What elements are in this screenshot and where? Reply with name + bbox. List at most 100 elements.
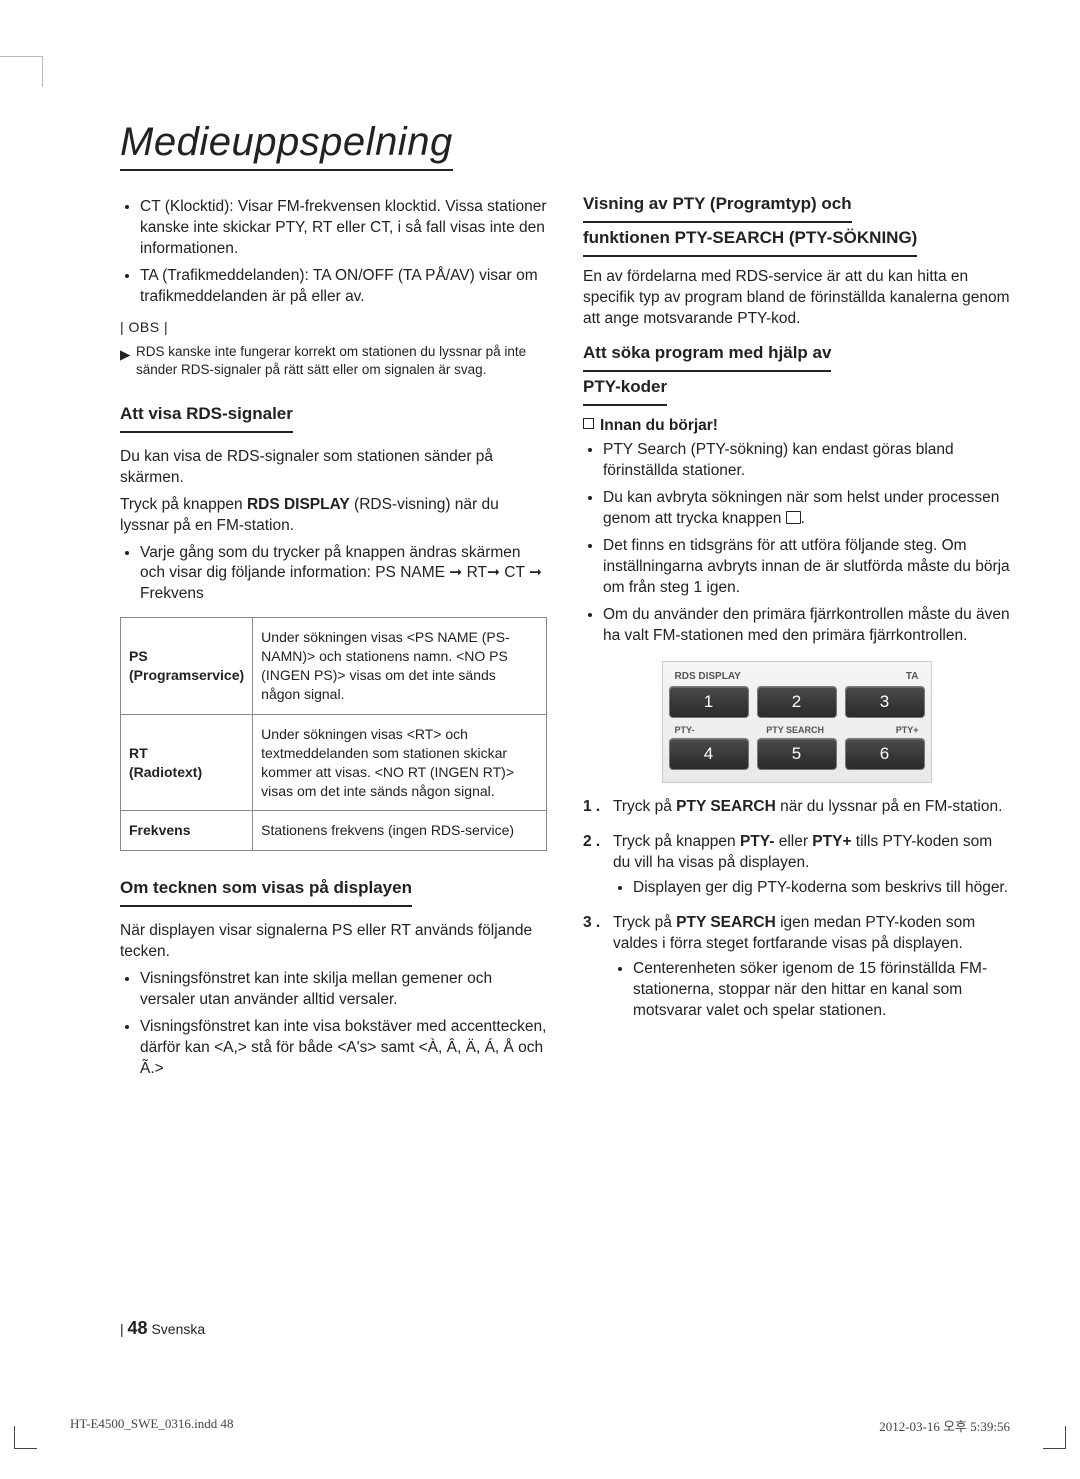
text: Tryck på: [613, 798, 676, 815]
left-column: CT (Klocktid): Visar FM-frekvensen klock…: [120, 193, 547, 1090]
bullet-item: TA (Trafikmeddelanden): TA ON/OFF (TA PÅ…: [140, 266, 547, 308]
remote-button: 1: [669, 686, 749, 718]
remote-label: PTY-: [675, 724, 695, 736]
key-l1: PS: [129, 648, 148, 664]
crop-mark-icon: [14, 1426, 37, 1449]
print-metadata: HT-E4500_SWE_0316.indd 48 2012-03-16 오후 …: [70, 1416, 1010, 1435]
remote-label: PTY SEARCH: [766, 724, 824, 736]
table-val: Under sökningen visas <RT> och textmedde…: [253, 714, 547, 811]
table-val: Stationens frekvens (ingen RDS-service): [253, 811, 547, 851]
step-item: 2 . Tryck på knappen PTY- eller PTY+ til…: [583, 832, 1010, 899]
square-icon: [583, 418, 594, 429]
manual-page: Medieuppspelning CT (Klocktid): Visar FM…: [0, 0, 1080, 1479]
bullet-item: Om du använder den primära fjärrkontroll…: [603, 605, 1010, 647]
remote-mid-labels: PTY- PTY SEARCH PTY+: [669, 722, 925, 738]
paragraph: När displayen visar signalerna PS eller …: [120, 921, 547, 963]
columns: CT (Klocktid): Visar FM-frekvensen klock…: [120, 193, 1010, 1090]
table-key: Frekvens: [121, 811, 253, 851]
table-row: Frekvens Stationens frekvens (ingen RDS-…: [121, 811, 547, 851]
note-text: ▶ RDS kanske inte fungerar korrekt om st…: [120, 343, 547, 379]
remote-row: 4 5 6: [669, 738, 925, 770]
paragraph: Du kan visa de RDS-signaler som statione…: [120, 447, 547, 489]
text: när du lyssnar på en FM-station.: [776, 798, 1003, 815]
bullet-item: Det finns en tidsgräns för att utföra fö…: [603, 536, 1010, 599]
key-l1: RT: [129, 745, 148, 761]
table-key: RT (Radiotext): [121, 714, 253, 811]
note-label: | OBS |: [120, 318, 547, 337]
top-bullets: CT (Klocktid): Visar FM-frekvensen klock…: [120, 197, 547, 308]
bullet-item: Displayen ger dig PTY-koderna som beskri…: [633, 878, 1010, 899]
remote-top-labels: RDS DISPLAY TA: [669, 670, 925, 687]
bullet-item: PTY Search (PTY-sökning) kan endast göra…: [603, 440, 1010, 482]
remote-label: TA: [906, 670, 919, 684]
step-item: 3 . Tryck på PTY SEARCH igen medan PTY-k…: [583, 913, 1010, 1022]
heading-line: funktionen PTY-SEARCH (PTY-SÖKNING): [583, 227, 917, 257]
sub-heading-text: Innan du börjar!: [600, 417, 718, 434]
bullet-item: Centerenheten söker igenom de 15 förinst…: [633, 959, 1010, 1022]
step-item: 1 . Tryck på PTY SEARCH när du lyssnar p…: [583, 797, 1010, 818]
stacked-heading: Att söka program med hjälp av PTY-koder: [583, 342, 1010, 410]
remote-button: 5: [757, 738, 837, 770]
footer-language: Svenska: [151, 1321, 205, 1337]
page-title: Medieuppspelning: [120, 120, 453, 164]
bullet-item: Varje gång som du trycker på knappen änd…: [140, 543, 547, 606]
rds-table: PS (Programservice) Under sökningen visa…: [120, 617, 547, 851]
bullet-item: Visningsfönstret kan inte skilja mellan …: [140, 969, 547, 1011]
stop-icon: [786, 511, 801, 524]
text: Tryck på: [613, 914, 676, 931]
remote-label: RDS DISPLAY: [675, 670, 741, 684]
heading-line: PTY-koder: [583, 376, 667, 406]
remote-button: 2: [757, 686, 837, 718]
table-row: RT (Radiotext) Under sökningen visas <RT…: [121, 714, 547, 811]
step-number: 3 .: [583, 913, 600, 934]
title-block: Medieuppspelning: [120, 120, 453, 171]
remote-label: PTY+: [896, 724, 919, 736]
table-val: Under sökningen visas <PS NAME (PS-NAMN)…: [253, 618, 547, 715]
heading-line: Att söka program med hjälp av: [583, 342, 831, 372]
sub-heading: Innan du börjar!: [583, 416, 1010, 437]
remote-button: 6: [845, 738, 925, 770]
section-heading: Att visa RDS-signaler: [120, 403, 293, 433]
bold-text: RDS DISPLAY: [247, 496, 350, 513]
print-date: 2012-03-16 오후 5:39:56: [879, 1416, 1010, 1435]
page-number: 48: [128, 1318, 148, 1338]
paragraph: Tryck på knappen RDS DISPLAY (RDS-visnin…: [120, 495, 547, 537]
remote-button: 3: [845, 686, 925, 718]
section-heading: Om tecknen som visas på displayen: [120, 877, 412, 907]
bullet-item: Du kan avbryta sökningen när som helst u…: [603, 488, 1010, 530]
bold-text: PTY-: [740, 833, 774, 850]
arrow-bullet: Varje gång som du trycker på knappen änd…: [120, 543, 547, 606]
step-number: 1 .: [583, 797, 600, 818]
step-number: 2 .: [583, 832, 600, 853]
text: Tryck på knappen: [120, 496, 247, 513]
bullet-item: CT (Klocktid): Visar FM-frekvensen klock…: [140, 197, 547, 260]
note-body: RDS kanske inte fungerar korrekt om stat…: [136, 344, 526, 377]
steps-list: 1 . Tryck på PTY SEARCH när du lyssnar p…: [583, 797, 1010, 1021]
heading-line: Visning av PTY (Programtyp) och: [583, 193, 852, 223]
print-file: HT-E4500_SWE_0316.indd 48: [70, 1416, 233, 1435]
right-bullets: PTY Search (PTY-sökning) kan endast göra…: [583, 440, 1010, 646]
key-l2: (Radiotext): [129, 764, 202, 780]
text: Tryck på knappen: [613, 833, 740, 850]
triangle-icon: ▶: [120, 346, 130, 364]
sub-bullets: Centerenheten söker igenom de 15 förinst…: [613, 959, 1010, 1022]
bullet-item: Visningsfönstret kan inte visa bokstäver…: [140, 1017, 547, 1080]
sub-bullets: Displayen ger dig PTY-koderna som beskri…: [613, 878, 1010, 899]
bold-text: PTY SEARCH: [676, 798, 776, 815]
paragraph: En av fördelarna med RDS-service är att …: [583, 267, 1010, 330]
remote-button: 4: [669, 738, 749, 770]
crop-mark-icon: [1043, 1426, 1066, 1449]
table-row: PS (Programservice) Under sökningen visa…: [121, 618, 547, 715]
text: eller: [774, 833, 812, 850]
right-column: Visning av PTY (Programtyp) och funktion…: [583, 193, 1010, 1090]
edge-mark: [0, 56, 43, 87]
bold-text: PTY SEARCH: [676, 914, 776, 931]
remote-illustration: RDS DISPLAY TA 1 2 3 PTY- PTY SEARCH PTY…: [662, 661, 932, 784]
stacked-heading: Visning av PTY (Programtyp) och funktion…: [583, 193, 1010, 261]
remote-row: 1 2 3: [669, 686, 925, 718]
key-l2: (Programservice): [129, 667, 244, 683]
bottom-bullets: Visningsfönstret kan inte skilja mellan …: [120, 969, 547, 1080]
table-key: PS (Programservice): [121, 618, 253, 715]
page-footer: | 48 Svenska: [120, 1318, 205, 1339]
bold-text: PTY+: [812, 833, 851, 850]
